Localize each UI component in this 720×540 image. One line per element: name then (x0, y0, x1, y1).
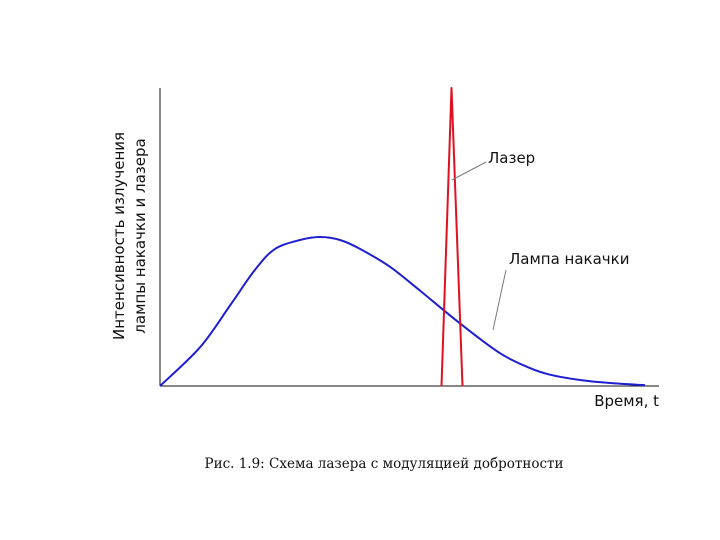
y-axis-label-line-1: Интенсивность излучения (110, 132, 128, 340)
x-axis-label: Время, t (594, 392, 659, 410)
series-layer (159, 87, 646, 387)
y-axis-label: Интенсивность излучения лампы накачки и … (110, 132, 149, 340)
laser-series-line (440, 87, 464, 387)
figure-caption: Рис. 1.9: Схема лазера с модуляцией добр… (204, 456, 563, 472)
y-axis-label-line-2: лампы накачки и лазера (131, 138, 149, 333)
pump-lamp-leader-line (492, 269, 507, 331)
pump-lamp-annotation-label: Лампа накачки (509, 250, 629, 268)
pump-lamp-series-line (159, 236, 646, 387)
laser-leader-line (451, 161, 487, 181)
laser-annotation-label: Лазер (488, 149, 535, 167)
plot-area: Лазер Лампа накачки (159, 87, 659, 387)
